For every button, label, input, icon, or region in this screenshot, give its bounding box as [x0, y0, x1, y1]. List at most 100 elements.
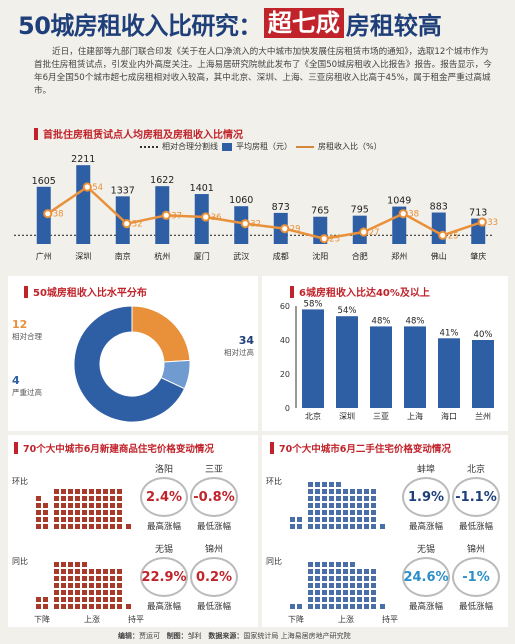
waffle-cell: [329, 583, 334, 588]
ratio-point: [438, 230, 448, 240]
six-city-bar-chart: 0 20 40 60 58% 北京 54% 深圳 48% 三亚 48% 上海 41% 海口 40% 兰州: [280, 299, 494, 421]
waffle-cell: [329, 517, 334, 522]
waffle-cell: [89, 503, 94, 508]
waffle-cell: [364, 496, 369, 501]
waffle-cell: [82, 590, 87, 595]
waffle-cell: [329, 604, 334, 609]
stat-value: 22.9%: [140, 557, 188, 597]
stat-city: 蚌埠: [416, 465, 435, 475]
section2-header: 50城房租收入比水平分布: [24, 284, 147, 299]
waffle-cell: [322, 482, 327, 487]
waffle-cell: [308, 496, 313, 501]
waffle-cell: [82, 597, 87, 602]
waffle-cell: [103, 489, 108, 494]
waffle-cell: [75, 590, 80, 595]
donut-value-label: 34: [239, 334, 255, 347]
stat-value: 1.9%: [402, 477, 450, 517]
waffle-cell: [75, 510, 80, 515]
waffle-cell: [75, 576, 80, 581]
waffle-cell: [75, 517, 80, 522]
waffle-cell: [290, 517, 295, 522]
waffle-cell: [54, 517, 59, 522]
ratio-line: [47, 185, 483, 240]
donut-category-label: 相对过高: [224, 347, 254, 357]
waffle-cell: [315, 597, 320, 602]
waffle-cell: [103, 503, 108, 508]
waffle-cell: [364, 489, 369, 494]
waffle-cell: [43, 604, 48, 609]
waffle-cell: [61, 590, 66, 595]
ratio-point: [82, 182, 92, 192]
waffle-cell: [43, 597, 48, 602]
waffle-cell: [96, 517, 101, 522]
waffle-cell: [329, 590, 334, 595]
waffle-cell: [126, 524, 131, 529]
waffle-cell: [329, 489, 334, 494]
waffle-cell: [110, 576, 115, 581]
waffle-cell: [322, 496, 327, 501]
waffle-cell: [117, 489, 122, 494]
waffle-cell: [68, 489, 73, 494]
ratio-point: [398, 209, 408, 219]
waffle-cell: [350, 569, 355, 574]
waffle-cell: [350, 496, 355, 501]
donut-slice: [131, 305, 191, 363]
waffle-cell: [297, 517, 302, 522]
waffle-cell: [322, 489, 327, 494]
waffle-cell: [75, 604, 80, 609]
section2-title: 50城房租收入比水平分布: [33, 288, 147, 299]
waffle-cell: [308, 562, 313, 567]
stat-caption: 最高涨幅: [408, 602, 443, 612]
waffle-cell: [54, 597, 59, 602]
waffle-cell: [96, 510, 101, 515]
waffle-cell: [315, 489, 320, 494]
bar-value-label: 54%: [338, 306, 357, 316]
second-stat-1: 蚌埠 1.9% 最高涨幅: [402, 462, 450, 532]
ratio-value-label: 33: [487, 218, 498, 228]
waffle-cell: [82, 583, 87, 588]
waffle-cell: [68, 576, 73, 581]
waffle-cell: [89, 604, 94, 609]
city-ratio-bar: [438, 338, 460, 408]
waffle-cell: [61, 489, 66, 494]
waffle-cell: [357, 517, 362, 522]
waffle-cell: [343, 590, 348, 595]
legend-bar-swatch: [222, 142, 232, 151]
waffle-cell: [68, 583, 73, 588]
waffle-x-label: 持平: [128, 614, 144, 624]
waffle-cell: [110, 517, 115, 522]
waffle-cell: [308, 569, 313, 574]
stat-city: 北京: [466, 465, 485, 475]
ratio-point: [477, 217, 487, 227]
waffle-cell: [61, 569, 66, 574]
donut-value-label: 4: [12, 374, 20, 387]
waffle-x-label: 下降: [34, 614, 50, 624]
waffle-cell: [308, 489, 313, 494]
waffle-cell: [315, 590, 320, 595]
waffle-cell: [329, 510, 334, 515]
waffle-cell: [61, 597, 66, 602]
waffle-cell: [322, 590, 327, 595]
waffle-cell: [103, 517, 108, 522]
waffle-cell: [54, 569, 59, 574]
waffle-cell: [350, 583, 355, 588]
waffle-cell: [371, 590, 376, 595]
waffle-cell: [371, 569, 376, 574]
waffle-cell: [357, 597, 362, 602]
waffle-cell: [364, 510, 369, 515]
waffle-cell: [61, 583, 66, 588]
waffle-cell: [343, 524, 348, 529]
new-stat-4: 锦州 0.2% 最低涨幅: [190, 542, 238, 612]
waffle-cell: [89, 597, 94, 602]
waffle-cell: [103, 590, 108, 595]
waffle-cell: [89, 583, 94, 588]
stat-city: 无锡: [154, 545, 173, 555]
waffle-cell: [371, 503, 376, 508]
donut-category-label: 相对合理: [12, 331, 42, 341]
y-tick-label: 40: [280, 336, 290, 345]
bar-value-label: 48%: [372, 316, 391, 326]
waffle-cell: [308, 583, 313, 588]
waffle-cell: [329, 597, 334, 602]
city-tick-label: 郑州: [391, 251, 407, 261]
